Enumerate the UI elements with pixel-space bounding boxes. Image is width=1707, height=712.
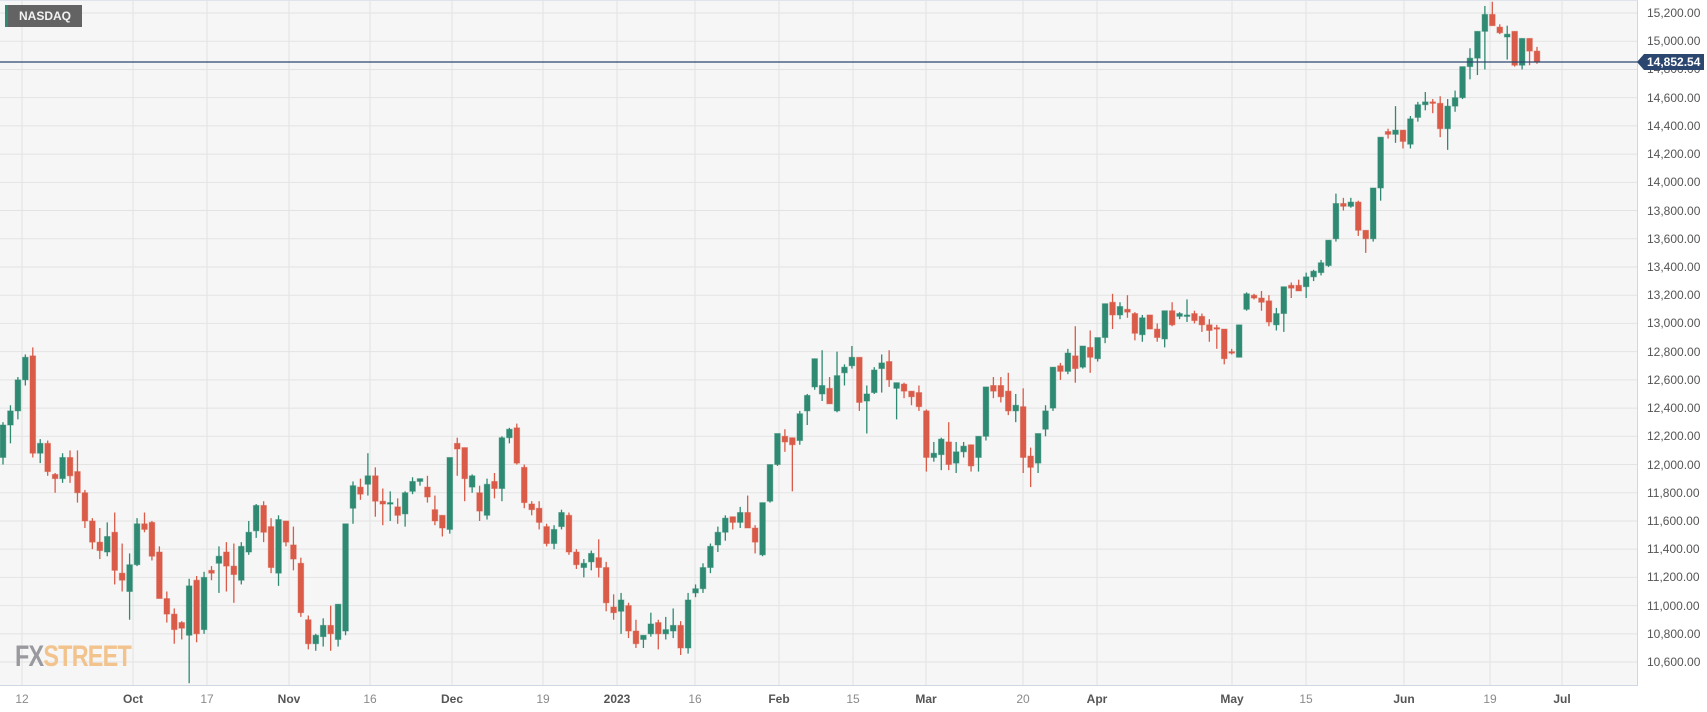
x-tick-label: 2023	[603, 692, 631, 706]
x-tick-label: Oct	[122, 692, 144, 706]
logo-fx: FX	[15, 640, 44, 673]
x-tick-label: Jun	[1393, 692, 1415, 706]
y-tick-label: 13,400.00	[1647, 259, 1701, 274]
x-tick-label: Apr	[1086, 692, 1108, 706]
y-tick-label: 14,000.00	[1647, 175, 1701, 190]
logo-street: STREET	[43, 640, 131, 673]
y-tick-label: 13,200.00	[1647, 288, 1701, 303]
y-tick-label: 13,800.00	[1647, 203, 1701, 218]
y-tick-label: 14,200.00	[1647, 147, 1701, 162]
candles	[0, 1, 1541, 684]
y-tick-label: 11,800.00	[1647, 485, 1700, 500]
x-tick-label: 16	[688, 692, 702, 706]
x-tick-label: 15	[846, 692, 860, 706]
x-tick-label: 15	[1299, 692, 1313, 706]
y-tick-label: 11,200.00	[1647, 570, 1700, 585]
y-tick-label: 15,000.00	[1647, 34, 1701, 49]
current-price-tag: 14,852.54	[1636, 54, 1705, 71]
x-tick-label: 19	[1483, 692, 1497, 706]
x-tick-label: Mar	[915, 692, 937, 706]
y-tick-label: 13,600.00	[1647, 231, 1701, 246]
plot-area[interactable]	[0, 0, 1638, 686]
y-tick-label: 11,600.00	[1647, 513, 1700, 528]
y-tick-label: 12,000.00	[1647, 457, 1701, 472]
y-tick-label: 14,600.00	[1647, 90, 1701, 105]
y-tick-label: 13,000.00	[1647, 316, 1701, 331]
y-tick-label: 11,000.00	[1647, 598, 1700, 613]
x-tick-label: 16	[363, 692, 377, 706]
symbol-title-badge: NASDAQ	[5, 5, 82, 27]
x-tick-label: Dec	[440, 692, 464, 706]
y-tick-label: 10,600.00	[1647, 655, 1701, 670]
y-tick-label: 12,400.00	[1647, 401, 1701, 416]
y-tick-label: 14,400.00	[1647, 118, 1701, 133]
y-tick-label: 11,400.00	[1647, 542, 1700, 557]
x-tick-label: 12	[15, 692, 29, 706]
x-tick-label: Nov	[277, 692, 301, 706]
x-tick-label: 19	[536, 692, 550, 706]
x-tick-label: 20	[1016, 692, 1030, 706]
x-tick-label: 17	[200, 692, 214, 706]
y-tick-label: 15,200.00	[1647, 6, 1701, 20]
y-tick-label: 12,200.00	[1647, 429, 1701, 444]
y-tick-label: 12,800.00	[1647, 344, 1701, 359]
x-tick-label: Jul	[1553, 692, 1571, 706]
y-tick-label: 10,800.00	[1647, 626, 1701, 641]
fxstreet-logo: FXSTREET	[15, 640, 132, 674]
x-tick-label: May	[1220, 692, 1244, 706]
x-tick-label: Feb	[768, 692, 790, 706]
y-tick-label: 12,600.00	[1647, 372, 1701, 387]
